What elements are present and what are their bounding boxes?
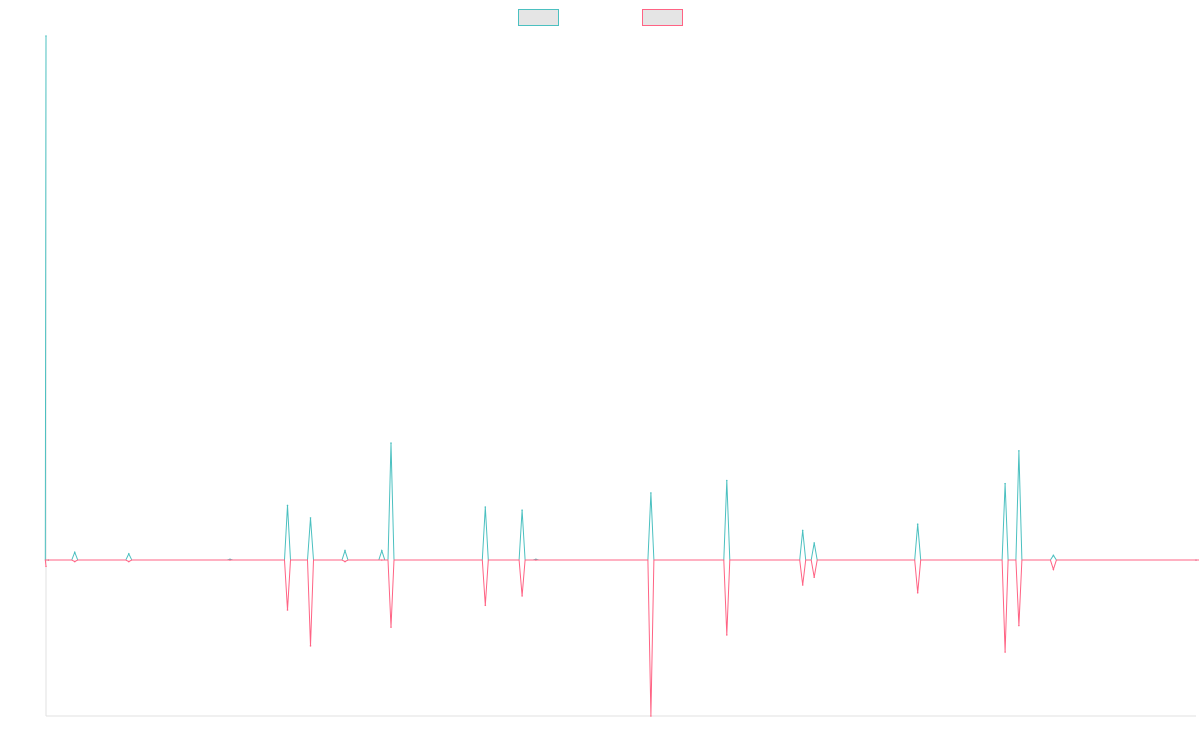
data-point: [726, 479, 728, 482]
data-point: [73, 551, 76, 554]
data-point: [286, 504, 289, 507]
data-point: [650, 715, 652, 717]
data-point: [344, 549, 346, 552]
data-point: [521, 509, 523, 511]
data-point: [47, 559, 50, 561]
data-point: [45, 35, 47, 37]
data-point: [390, 442, 392, 444]
data-point: [1052, 554, 1055, 557]
data-point: [1195, 559, 1197, 561]
data-point: [128, 560, 130, 563]
legend-swatch-1[interactable]: [518, 9, 559, 26]
series-1: [44, 35, 1199, 561]
data-point: [286, 609, 289, 611]
data-point: [1004, 651, 1006, 653]
data-point: [916, 591, 919, 594]
data-point: [801, 529, 804, 532]
data-point: [229, 559, 231, 561]
data-point: [1052, 568, 1055, 571]
data-point: [344, 560, 346, 563]
data-point: [45, 565, 47, 568]
series-layer: [44, 35, 1199, 717]
legend-swatch-2[interactable]: [642, 9, 683, 26]
data-point: [650, 492, 652, 494]
data-point: [484, 604, 487, 607]
data-point: [381, 549, 383, 552]
data-point: [726, 634, 728, 636]
data-point: [813, 576, 815, 578]
data-point: [484, 506, 487, 508]
data-point: [916, 523, 919, 525]
series-2: [44, 559, 1199, 717]
data-point: [1018, 450, 1020, 452]
data-point: [1004, 482, 1006, 485]
data-point: [381, 559, 383, 561]
series-line-1: [44, 35, 1199, 561]
legend: [518, 9, 683, 26]
data-point: [390, 626, 392, 628]
series-line-2: [44, 559, 1199, 717]
data-point: [521, 595, 523, 597]
data-point: [813, 542, 815, 544]
axes: [45, 36, 1196, 717]
data-point: [73, 560, 76, 563]
data-point: [309, 517, 312, 519]
data-point: [128, 552, 130, 555]
data-point: [1018, 624, 1020, 627]
data-point: [535, 559, 537, 561]
data-point: [801, 584, 804, 586]
data-point: [309, 645, 312, 647]
